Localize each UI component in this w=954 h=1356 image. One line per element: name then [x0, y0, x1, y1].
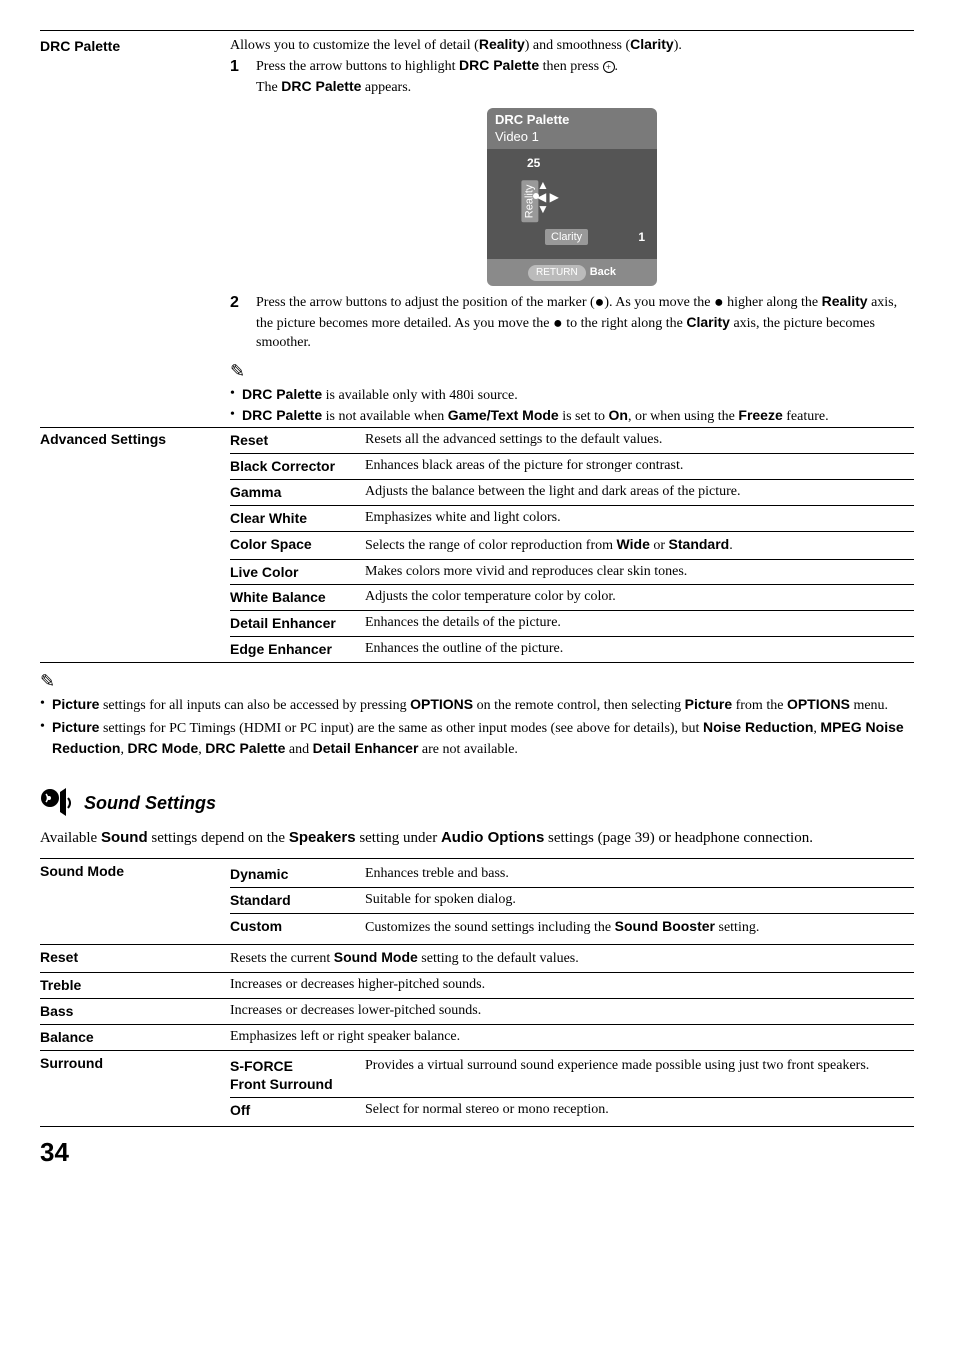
table-row: Edge EnhancerEnhances the outline of the… [230, 637, 914, 662]
table-row: Clear WhiteEmphasizes white and light co… [230, 505, 914, 531]
sound-icon [40, 788, 76, 818]
table-row: BassIncreases or decreases lower-pitched… [40, 998, 914, 1024]
page-number: 34 [40, 1135, 914, 1170]
table-row: GammaAdjusts the balance between the lig… [230, 479, 914, 505]
dot-icon: ● [553, 315, 563, 332]
drc-palette-graphic: DRC Palette Video 1 25 Reality ▲◀ ▶▼ Cla… [487, 108, 657, 287]
picture-notes: ✎ •Picture settings for all inputs can a… [40, 669, 914, 760]
table-row: Detail EnhancerEnhances the details of t… [230, 611, 914, 637]
sound-intro: Available Sound settings depend on the S… [40, 828, 914, 848]
arrows-icon: ▲◀ ▶▼ [537, 179, 559, 215]
table-row: S-FORCEFront Surround Provides a virtual… [230, 1054, 914, 1098]
table-row: Black CorrectorEnhances black areas of t… [230, 453, 914, 479]
drc-palette-section: DRC Palette Allows you to customize the … [40, 35, 914, 427]
drc-notes: •DRC Palette is available only with 480i… [230, 385, 914, 427]
table-row: Live ColorMakes colors more vivid and re… [230, 559, 914, 585]
table-row: White BalanceAdjusts the color temperatu… [230, 585, 914, 611]
table-row: OffSelect for normal stereo or mono rece… [230, 1098, 914, 1123]
advanced-settings-label: Advanced Settings [40, 428, 230, 662]
sound-settings-table: Sound Mode DynamicEnhances treble and ba… [40, 858, 914, 1126]
enter-icon: + [603, 61, 615, 73]
table-row: TrebleIncreases or decreases higher-pitc… [40, 972, 914, 998]
drc-palette-label: DRC Palette [40, 35, 230, 427]
sound-settings-heading: Sound Settings [40, 788, 914, 818]
table-row: ResetResets the current Sound Mode setti… [40, 945, 914, 973]
advanced-settings-section: Advanced Settings ResetResets all the ad… [40, 427, 914, 663]
dot-icon: ● [714, 294, 724, 311]
table-row: BalanceEmphasizes left or right speaker … [40, 1024, 914, 1050]
table-row: ResetResets all the advanced settings to… [230, 428, 914, 453]
table-row: Sound Mode DynamicEnhances treble and ba… [40, 859, 914, 945]
table-row: Color SpaceSelects the range of color re… [230, 531, 914, 559]
note-icon: ✎ [230, 359, 914, 383]
step-1: 1 Press the arrow buttons to highlight D… [230, 56, 914, 98]
return-pill: RETURN [528, 265, 586, 281]
advanced-settings-table: ResetResets all the advanced settings to… [230, 428, 914, 662]
drc-intro: Allows you to customize the level of det… [230, 35, 914, 56]
table-row: DynamicEnhances treble and bass. [230, 862, 914, 887]
note-icon: ✎ [40, 669, 914, 693]
table-row: CustomCustomizes the sound settings incl… [230, 914, 914, 941]
step-2: 2 Press the arrow buttons to adjust the … [230, 292, 914, 353]
dot-icon: ● [595, 294, 605, 311]
table-row: Surround S-FORCEFront Surround Provides … [40, 1050, 914, 1126]
table-row: StandardSuitable for spoken dialog. [230, 888, 914, 914]
